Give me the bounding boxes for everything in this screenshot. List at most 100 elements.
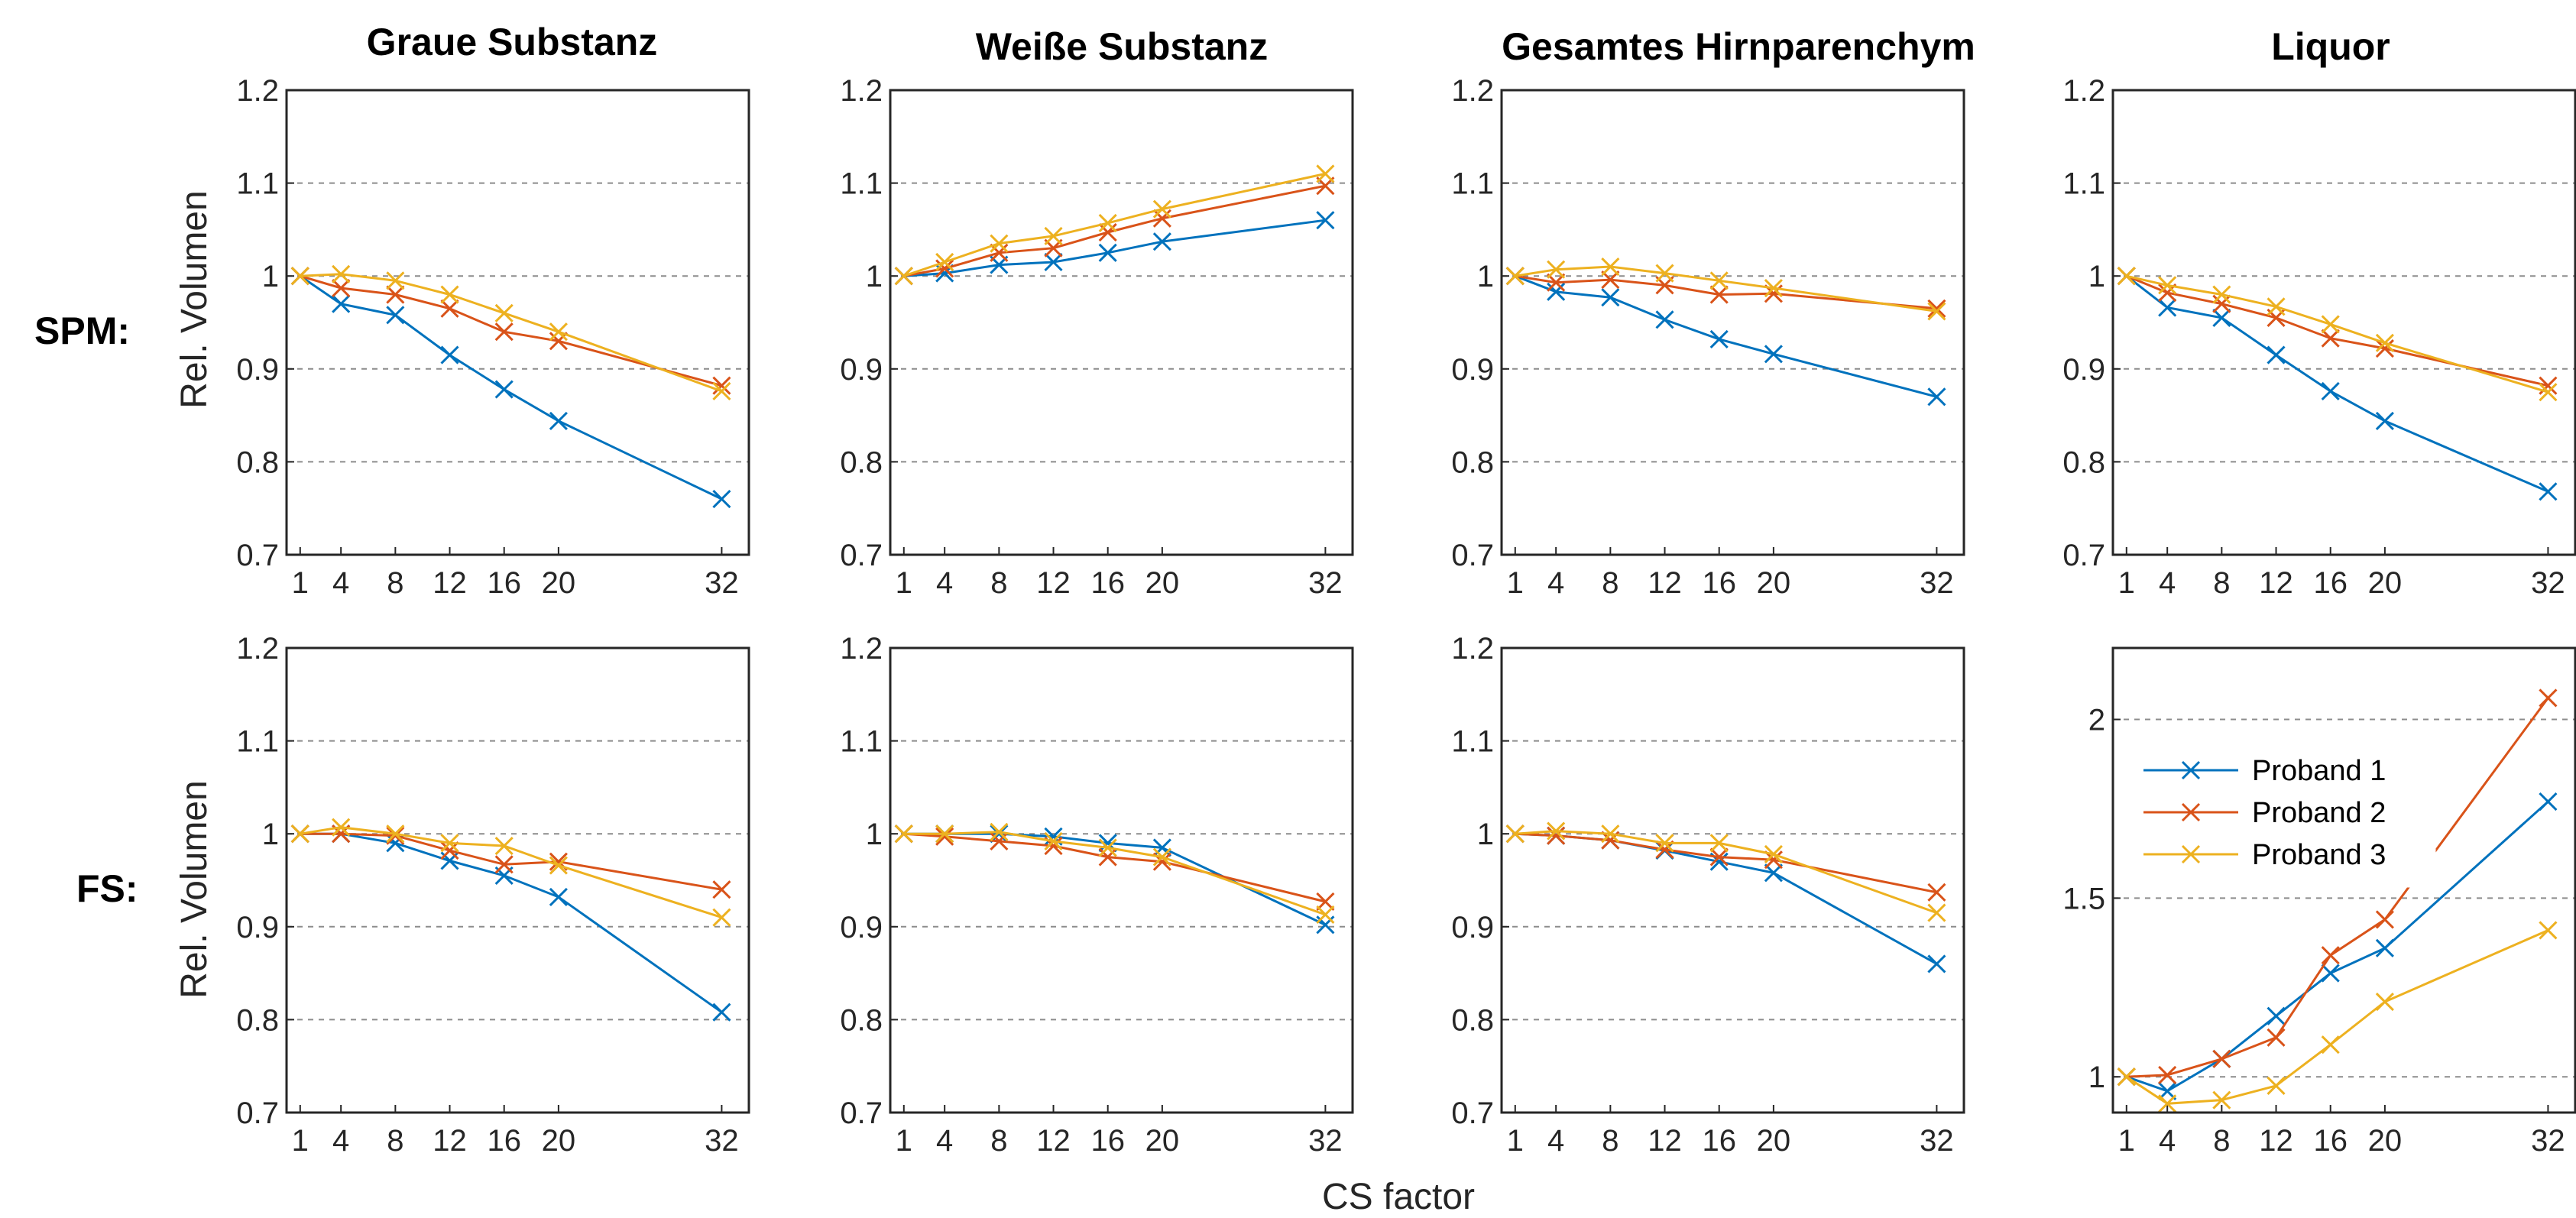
y-tick-label: 0.7 xyxy=(1451,1097,1494,1130)
data-point-proband-3 xyxy=(2539,921,2558,940)
data-point-proband-3 xyxy=(494,303,514,322)
panel-fs-3: 0.70.80.911.11.21 4 8 12 16 20 32 xyxy=(1451,632,1965,1158)
data-point-proband-3 xyxy=(1601,257,1620,277)
legend-marker-proband-1 xyxy=(2181,760,2201,780)
data-point-proband-2 xyxy=(1709,285,1729,304)
x-tick-label: 16 xyxy=(2313,1124,2348,1158)
data-point-proband-1 xyxy=(1044,252,1063,272)
data-point-proband-1 xyxy=(549,887,568,906)
data-point-proband-3 xyxy=(2158,276,2177,295)
x-tick-label: 20 xyxy=(2368,566,2403,600)
data-point-proband-1 xyxy=(2267,1006,2286,1025)
data-point-proband-3 xyxy=(386,271,405,290)
data-point-proband-2 xyxy=(2375,339,2394,358)
data-point-proband-3 xyxy=(1044,226,1063,245)
y-tick-label: 1.2 xyxy=(236,74,279,108)
data-point-proband-3 xyxy=(549,856,568,875)
data-point-proband-1 xyxy=(1547,282,1566,301)
x-tick-label: 1 xyxy=(292,1124,309,1158)
data-point-proband-3 xyxy=(1505,267,1525,286)
x-tick-label: 4 xyxy=(2159,1124,2176,1158)
data-point-proband-2 xyxy=(2375,910,2394,929)
plot-area xyxy=(2113,90,2575,555)
y-tick-label: 0.9 xyxy=(236,911,279,944)
y-tick-label: 0.9 xyxy=(840,911,883,944)
axes-box xyxy=(1500,646,1965,1114)
data-point-proband-3 xyxy=(290,267,309,286)
y-tick-label: 2 xyxy=(2088,704,2105,737)
data-point-proband-3 xyxy=(1655,264,1674,283)
data-point-proband-3 xyxy=(1764,844,1783,864)
data-point-proband-3 xyxy=(1547,260,1566,279)
data-point-proband-2 xyxy=(1547,826,1566,845)
data-point-proband-3 xyxy=(894,267,913,286)
x-tick-label: 20 xyxy=(1145,1124,1180,1158)
x-tick-label: 8 xyxy=(990,1124,1007,1158)
data-point-proband-1 xyxy=(990,824,1009,844)
data-point-proband-3 xyxy=(1709,271,1729,290)
data-point-proband-3 xyxy=(2158,1094,2177,1113)
data-point-proband-3 xyxy=(2539,383,2558,402)
y-tick-label: 0.7 xyxy=(2062,539,2105,572)
x-tick-label: 16 xyxy=(1090,1124,1125,1158)
x-tick-label: 16 xyxy=(487,1124,521,1158)
x-tick-label: 8 xyxy=(1602,566,1619,600)
data-point-proband-2 xyxy=(1098,222,1117,242)
axes-box xyxy=(2111,89,2576,556)
x-tick-label: 12 xyxy=(1648,566,1682,600)
plot-area xyxy=(890,90,1353,555)
x-tick-label: 8 xyxy=(2213,1124,2230,1158)
x-tick-label: 20 xyxy=(1145,566,1180,600)
data-point-proband-2 xyxy=(712,880,731,899)
x-tick-label: 12 xyxy=(1036,566,1071,600)
data-point-proband-1 xyxy=(1927,387,1946,407)
x-tick-label: 16 xyxy=(1090,566,1125,600)
panel-spm-3: 0.70.80.911.11.21 4 8 12 16 20 32 xyxy=(1451,74,1965,600)
x-tick-label: 32 xyxy=(1920,566,1954,600)
data-point-proband-3 xyxy=(1316,905,1335,925)
y-tick-label: 1 xyxy=(1477,260,1494,293)
data-point-proband-3 xyxy=(1044,831,1063,850)
data-point-proband-3 xyxy=(440,285,459,304)
data-point-proband-3 xyxy=(2321,315,2340,334)
legend-label-proband-1: Proband 1 xyxy=(2252,755,2386,787)
panel-fs-2: 0.70.80.911.11.21 4 8 12 16 20 32 xyxy=(840,632,1354,1158)
data-point-proband-1 xyxy=(1601,288,1620,307)
data-point-proband-1 xyxy=(494,380,514,399)
data-point-proband-3 xyxy=(894,824,913,844)
data-point-proband-3 xyxy=(990,234,1009,253)
x-tick-label: 8 xyxy=(1602,1124,1619,1158)
data-point-proband-2 xyxy=(494,855,514,874)
data-point-proband-2 xyxy=(386,826,405,845)
data-point-proband-1 xyxy=(1152,838,1171,857)
x-tick-label: 12 xyxy=(433,566,467,600)
data-point-proband-1 xyxy=(1764,863,1783,883)
x-tick-label: 1 xyxy=(896,566,912,600)
column-title-liquor: Liquor xyxy=(2271,25,2390,68)
data-point-proband-3 xyxy=(935,824,954,844)
legend-label-proband-2: Proband 2 xyxy=(2252,797,2386,829)
data-point-proband-3 xyxy=(1709,834,1729,853)
data-point-proband-3 xyxy=(1655,834,1674,853)
x-tick-label: 32 xyxy=(2531,566,2565,600)
data-point-proband-2 xyxy=(2267,1028,2286,1047)
panels-layer: 0.70.80.911.11.21 4 8 12 16 20 320.70.80.911.1… xyxy=(236,74,2576,1158)
x-tick-label: 16 xyxy=(2313,566,2348,600)
legend-label-proband-3: Proband 3 xyxy=(2252,839,2386,871)
data-point-proband-2 xyxy=(990,831,1009,850)
y-tick-label: 0.9 xyxy=(2062,353,2105,387)
data-point-proband-1 xyxy=(2375,938,2394,957)
x-tick-label: 4 xyxy=(332,1124,349,1158)
plot-area xyxy=(1502,648,1964,1113)
data-point-proband-3 xyxy=(290,824,309,844)
y-axis-label-spm: Rel. Volumen xyxy=(174,190,215,409)
data-point-proband-1 xyxy=(1316,211,1335,230)
y-tick-label: 1 xyxy=(262,260,279,293)
y-tick-label: 0.9 xyxy=(840,353,883,387)
plot-area xyxy=(1502,90,1964,555)
y-tick-label: 1.2 xyxy=(2062,74,2105,108)
y-tick-label: 0.7 xyxy=(236,539,279,572)
y-tick-label: 1 xyxy=(866,818,883,851)
legend-marker-proband-3 xyxy=(2181,844,2201,864)
